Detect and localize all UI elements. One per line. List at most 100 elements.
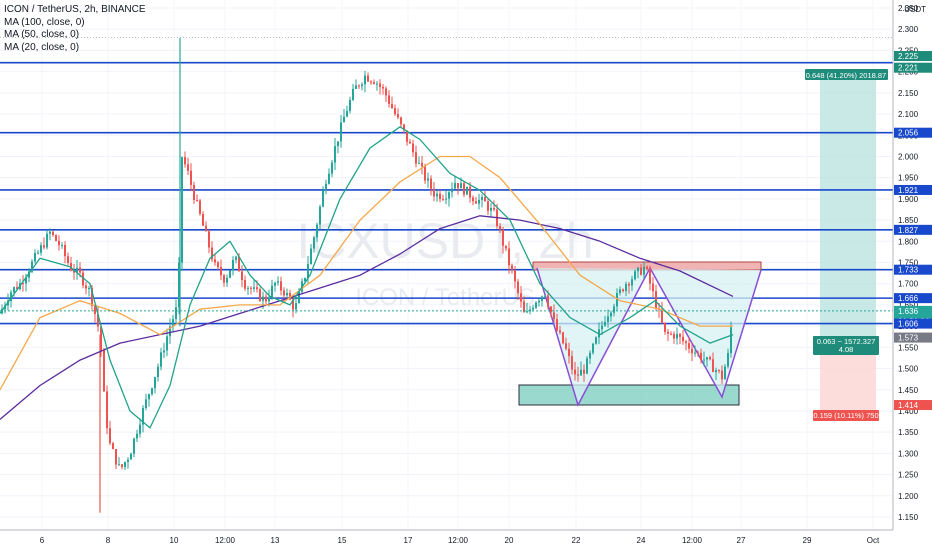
x-tick-label: 17 xyxy=(404,536,413,545)
y-tick-label: 1.350 xyxy=(898,428,919,437)
candle-body xyxy=(316,224,318,238)
candle-body xyxy=(238,256,240,272)
candle-body xyxy=(673,333,675,339)
x-tick-labels: 6 8 10 12:00 13 15 17 12:00 20 22 24 12:00 27 29 Oct xyxy=(40,536,880,545)
indicator-ma100[interactable]: MA (100, close, 0) xyxy=(4,16,85,28)
indicator-ma20[interactable]: MA (20, close, 0) xyxy=(4,41,80,53)
candle-body xyxy=(586,358,588,374)
x-tick-label: 8 xyxy=(106,536,111,545)
candle-body xyxy=(412,143,414,153)
candle-body xyxy=(409,141,411,144)
candle-body xyxy=(22,283,24,285)
candle-body xyxy=(367,75,369,82)
candle-body xyxy=(388,95,390,104)
candle-body xyxy=(397,114,399,118)
candle-body xyxy=(268,297,270,302)
support-box[interactable] xyxy=(518,384,740,406)
candle-body xyxy=(283,290,285,296)
candle-body xyxy=(607,316,609,322)
candle-body xyxy=(85,285,87,289)
candle-body xyxy=(697,352,699,354)
candle-body xyxy=(13,287,15,293)
symbol-title[interactable]: ICON / TetherUS, 2h, BINANCE xyxy=(4,4,146,15)
target-zone[interactable] xyxy=(820,73,876,339)
candle-body xyxy=(676,334,678,339)
price-tag-box xyxy=(894,264,932,275)
candle-body xyxy=(355,85,357,89)
ratio-label: 4.08 xyxy=(839,345,854,354)
candle-body xyxy=(91,287,93,306)
candle-body xyxy=(55,235,57,241)
x-tick-label: 27 xyxy=(737,536,746,545)
candle-body xyxy=(67,256,69,264)
candle-body xyxy=(685,341,687,344)
y-tick-label: 1.150 xyxy=(898,513,919,522)
candle-body xyxy=(436,193,438,197)
candle-body xyxy=(616,293,618,307)
candle-body xyxy=(319,206,321,225)
x-tick-label: 20 xyxy=(505,536,514,545)
candle-body xyxy=(121,464,123,468)
entry-label: 0.063 ~ 1572.327 xyxy=(817,337,876,346)
candle-body xyxy=(193,184,195,200)
candle-body xyxy=(142,408,144,425)
candle-body xyxy=(340,122,342,142)
candle-body xyxy=(118,464,120,466)
candle-body xyxy=(481,197,483,200)
candle-body xyxy=(292,299,294,310)
candle-body xyxy=(280,281,282,291)
candle-body xyxy=(106,391,108,429)
time-axis[interactable]: 6 8 10 12:00 13 15 17 12:00 20 22 24 12:00 27 29 Oct xyxy=(0,529,893,545)
candle-body xyxy=(427,178,429,181)
x-tick-label: Oct xyxy=(867,536,880,545)
y-tick-label: 1.400 xyxy=(898,407,919,416)
candle-body xyxy=(724,366,726,380)
candle-body xyxy=(271,285,273,298)
candle-body xyxy=(700,352,702,361)
candle-body xyxy=(715,370,717,372)
candle-body xyxy=(448,192,450,199)
candle-body xyxy=(445,198,447,200)
candle-body xyxy=(43,245,45,248)
stop-label-box xyxy=(813,410,879,421)
candle-body xyxy=(562,332,564,344)
price-tag-box xyxy=(894,51,932,62)
candle-body xyxy=(382,86,384,89)
candle-body xyxy=(535,302,537,308)
candle-body xyxy=(526,311,528,313)
candle-body xyxy=(208,231,210,248)
candle-body xyxy=(553,312,555,320)
candle-body xyxy=(235,256,237,260)
y-tick-label: 2.000 xyxy=(898,152,919,161)
price-axis[interactable]: USDT 2.3502.3002.2502.2002.1502.1002.050… xyxy=(892,0,932,530)
candle-body xyxy=(613,306,615,313)
candle-body xyxy=(358,85,360,87)
candle-body xyxy=(178,262,180,308)
indicator-ma50[interactable]: MA (50, close, 0) xyxy=(4,29,80,40)
candle-body xyxy=(502,229,504,246)
candle-body xyxy=(352,88,354,100)
candle-body xyxy=(487,201,489,211)
candle-body xyxy=(370,81,372,83)
candle-body xyxy=(328,173,330,184)
x-tick-label: 12:00 xyxy=(448,536,469,545)
price-tag: 1.636 xyxy=(898,307,919,316)
candle-body xyxy=(508,248,510,266)
candle-body xyxy=(628,283,630,286)
candle-body xyxy=(403,124,405,131)
price-tag: 1.733 xyxy=(898,266,919,275)
stop-label: 0.159 (10.11%) 750 xyxy=(813,411,878,420)
candle-body xyxy=(634,271,636,280)
candle-body xyxy=(478,199,480,204)
candle-body xyxy=(604,321,606,326)
price-tag: 2.225 xyxy=(898,52,919,61)
candle-body xyxy=(583,369,585,374)
candle-body xyxy=(442,198,444,200)
candle-body xyxy=(517,281,519,294)
position-zones[interactable] xyxy=(820,73,876,410)
candle-body xyxy=(556,319,558,331)
candle-body xyxy=(262,296,264,301)
y-tick-label: 2.350 xyxy=(898,4,919,13)
price-tag: 1.606 xyxy=(898,320,919,329)
